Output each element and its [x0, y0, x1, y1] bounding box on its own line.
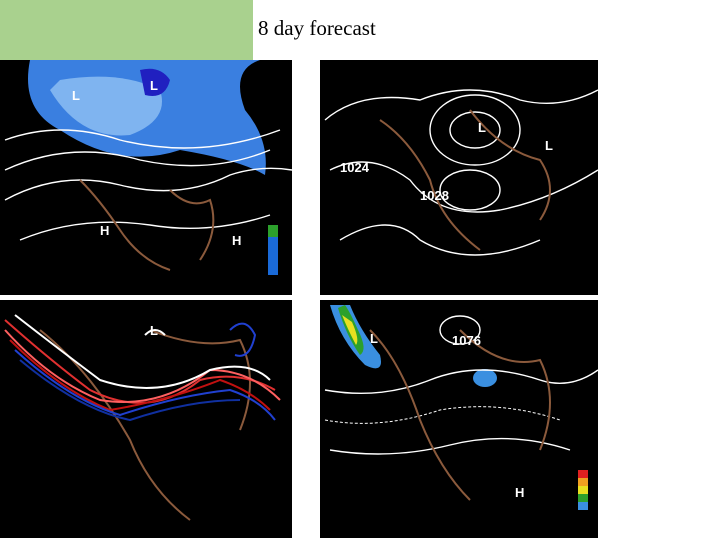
map-label: L [150, 78, 158, 93]
map-label: L [545, 138, 553, 153]
map-label: L [370, 331, 378, 346]
map-label: 1028 [420, 188, 449, 203]
map-label: 1024 [340, 160, 370, 175]
map-label: 1076 [452, 333, 481, 348]
map-label: L [478, 120, 486, 135]
map-label: H [232, 233, 241, 248]
map-label: L [150, 323, 158, 338]
map-panel [320, 60, 599, 295]
map-panel [320, 300, 599, 538]
map-label: H [515, 485, 524, 500]
map-panel [0, 300, 292, 538]
title-band [0, 0, 253, 60]
map-label: H [100, 223, 109, 238]
map-panel [0, 60, 293, 295]
map-label: L [72, 88, 80, 103]
slide-title: 8 day forecast [258, 16, 376, 40]
